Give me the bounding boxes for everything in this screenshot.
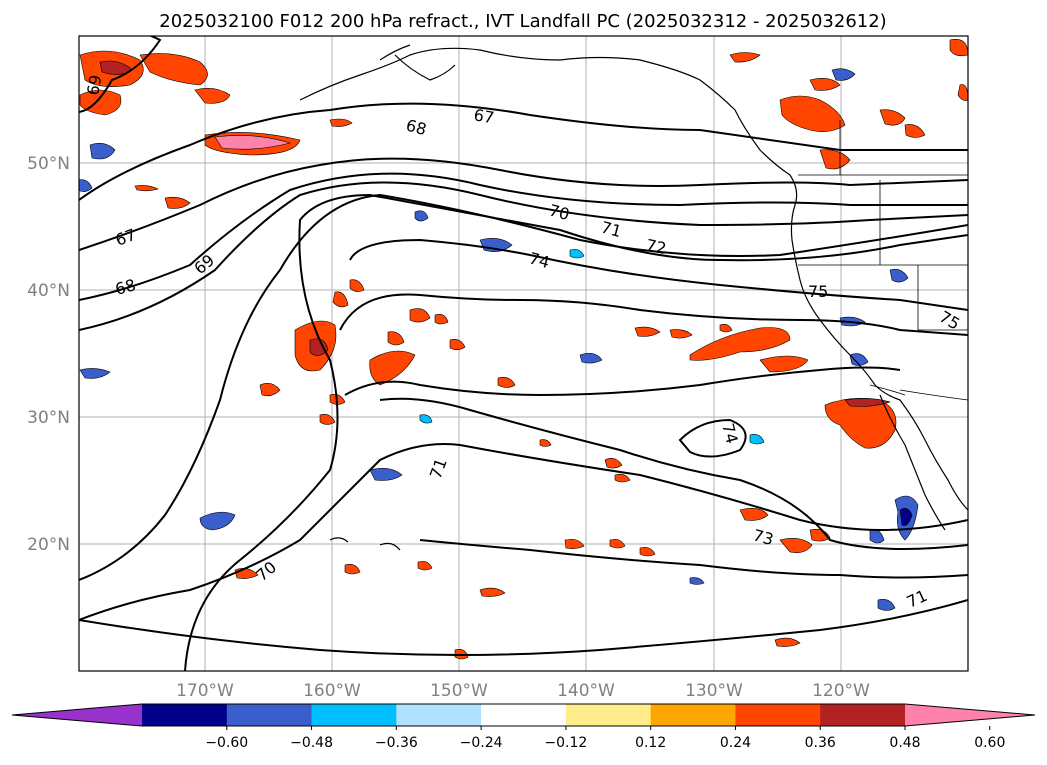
colorbar-extend-low bbox=[12, 704, 142, 726]
longitude-labels: 170°W 160°W 150°W 140°W 130°W 120°W bbox=[176, 681, 870, 701]
contour-label: 74 bbox=[718, 421, 742, 446]
contour-label: 72 bbox=[644, 235, 668, 258]
lon-label-130w: 130°W bbox=[685, 681, 743, 701]
colorbar-tick-label: −0.12 bbox=[544, 735, 587, 751]
contour-label: 70 bbox=[547, 201, 572, 225]
contour-label: 67 bbox=[472, 105, 495, 127]
coastlines bbox=[299, 44, 968, 551]
contour-label: 73 bbox=[751, 526, 776, 550]
contour-label: 75 bbox=[808, 282, 828, 301]
lon-label-120w: 120°W bbox=[812, 681, 870, 701]
contour-label: 68 bbox=[113, 275, 138, 299]
colorbar-segment bbox=[735, 704, 821, 726]
lon-label-170w: 170°W bbox=[176, 681, 234, 701]
lon-label-150w: 150°W bbox=[430, 681, 488, 701]
colorbar-segment bbox=[820, 704, 906, 726]
colorbar-segment bbox=[650, 704, 736, 726]
colorbar-tick-label: −0.36 bbox=[375, 735, 418, 751]
colorbar-tick-label: −0.24 bbox=[460, 735, 503, 751]
colorbar-tick-label: 0.60 bbox=[974, 735, 1005, 751]
colorbar-extend-high bbox=[905, 704, 1035, 726]
colorbar-tick-label: 0.48 bbox=[889, 735, 920, 751]
colorbar-segment bbox=[226, 704, 313, 726]
lat-label-20n: 20°N bbox=[27, 535, 70, 555]
map-frame bbox=[78, 35, 969, 672]
colorbar bbox=[11, 703, 1036, 727]
contour-label: 69 bbox=[83, 73, 105, 96]
colorbar-segment bbox=[396, 704, 482, 726]
lat-label-30n: 30°N bbox=[27, 408, 70, 428]
contour-label: 71 bbox=[599, 218, 624, 242]
latitude-labels: 50°N 40°N 30°N 20°N bbox=[27, 154, 70, 555]
colorbar-segment bbox=[565, 704, 652, 726]
colorbar-segment bbox=[142, 704, 228, 726]
contour-lines bbox=[79, 36, 968, 671]
colorbar-tick-label: −0.60 bbox=[205, 735, 248, 751]
lat-label-50n: 50°N bbox=[27, 154, 70, 174]
contour-label: 74 bbox=[527, 249, 552, 273]
colorbar-tick-label: 0.24 bbox=[720, 735, 751, 751]
lon-label-140w: 140°W bbox=[557, 681, 615, 701]
colorbar-tick-label: 0.36 bbox=[805, 735, 836, 751]
colorbar-tick-label: 0.12 bbox=[635, 735, 666, 751]
lat-label-40n: 40°N bbox=[27, 281, 70, 301]
colorbar-segment bbox=[311, 704, 397, 726]
colorbar-tick-labels: −0.60 −0.48 −0.36 −0.24 −0.12 0.12 0.24 0.36 0.4… bbox=[205, 726, 1005, 751]
colorbar-segment bbox=[481, 704, 567, 726]
map-title: 2025032100 F012 200 hPa refract., IVT La… bbox=[159, 11, 886, 32]
contour-label: 68 bbox=[404, 116, 429, 140]
colorbar-tick-label: −0.48 bbox=[290, 735, 333, 751]
lon-label-160w: 160°W bbox=[303, 681, 361, 701]
